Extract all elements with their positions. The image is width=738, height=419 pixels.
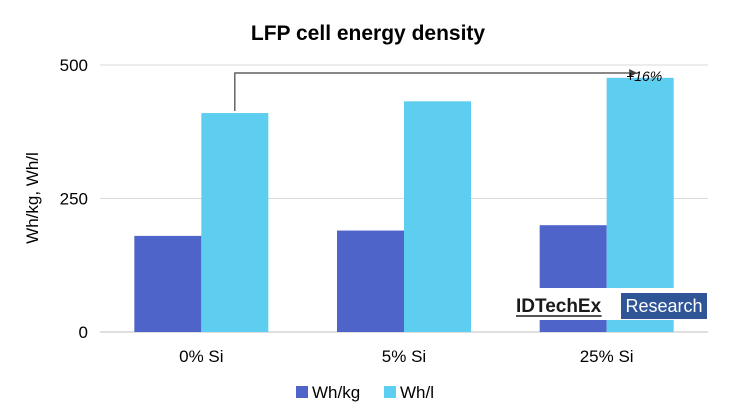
bar-whl-1 xyxy=(404,101,471,332)
y-axis-label: Wh/kg, Wh/l xyxy=(23,152,42,244)
annotation-label: +16% xyxy=(626,68,662,84)
annotation-arrowhead xyxy=(629,69,638,77)
legend-swatch xyxy=(384,386,396,398)
y-tick-label: 500 xyxy=(60,56,88,75)
legend-swatch xyxy=(296,386,308,398)
idtechex-logo: IDTechEx Research xyxy=(508,288,708,320)
bar-whl-0 xyxy=(201,113,269,332)
growth-annotation: +16% xyxy=(234,68,662,112)
x-tick-label: 5% Si xyxy=(382,347,426,366)
legend: Wh/kg Wh/l xyxy=(296,383,434,402)
chart-title: LFP cell energy density xyxy=(251,22,486,45)
logo-research-box xyxy=(621,293,707,319)
y-tick-labels: 0 250 500 xyxy=(60,56,88,342)
y-tick-label: 0 xyxy=(79,323,88,342)
legend-label: Wh/l xyxy=(400,383,434,402)
y-tick-label: 250 xyxy=(60,190,88,209)
bar-whkg-0 xyxy=(134,235,202,332)
logo-brand: IDTechEx xyxy=(516,296,602,317)
x-tick-labels: 0% Si 5% Si 25% Si xyxy=(179,347,633,366)
bar-whkg-1 xyxy=(337,230,404,332)
logo-tag: Research xyxy=(625,296,702,316)
annotation-arrow-line xyxy=(234,72,631,112)
bars xyxy=(134,77,674,332)
legend-label: Wh/kg xyxy=(312,383,360,402)
x-tick-label: 25% Si xyxy=(580,347,634,366)
x-tick-label: 0% Si xyxy=(179,347,223,366)
